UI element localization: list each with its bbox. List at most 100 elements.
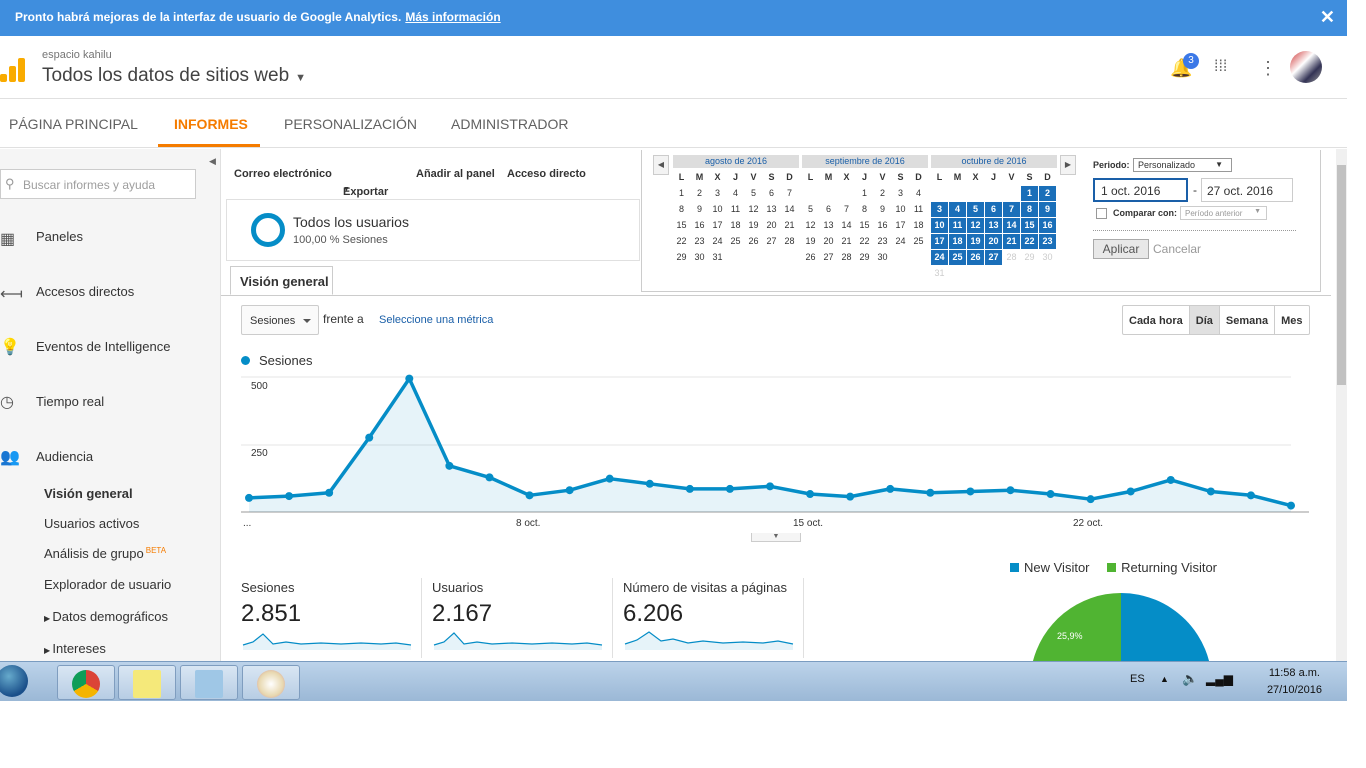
metric-select[interactable]: Sesiones (241, 305, 319, 335)
taskbar-paint[interactable] (242, 665, 300, 700)
calendar-day[interactable]: 24 (931, 250, 948, 265)
calendar-day[interactable]: 13 (766, 204, 777, 214)
email-button[interactable]: Correo electrónico (234, 168, 332, 180)
calendar-day[interactable]: 19 (805, 236, 816, 246)
data-point[interactable] (485, 473, 494, 482)
calendar-day[interactable]: 26 (748, 236, 759, 246)
data-point[interactable] (645, 479, 654, 488)
sidebar-sub-demographics[interactable]: ▶ Datos demográficos (44, 609, 168, 624)
calendar-day[interactable]: 14 (841, 220, 852, 230)
data-point[interactable] (285, 492, 294, 501)
sidebar-item-dashboards[interactable]: Paneles (36, 229, 83, 244)
calendar-day[interactable]: 24 (712, 236, 723, 246)
data-point[interactable] (1086, 495, 1095, 504)
shortcut-button[interactable]: Acceso directo (507, 168, 586, 180)
close-icon[interactable]: ✕ (1319, 7, 1335, 27)
calendar-day[interactable]: 8 (678, 204, 684, 214)
data-point[interactable] (886, 484, 895, 493)
clock-date[interactable]: 27/10/2016 (1266, 684, 1322, 696)
start-date-input[interactable]: 1 oct. 2016 (1093, 178, 1188, 202)
tab-reports[interactable]: INFORMES (174, 116, 248, 132)
calendar-day[interactable]: 6 (768, 188, 774, 198)
calendar-day[interactable]: 2 (879, 188, 885, 198)
calendar-day[interactable]: 21 (841, 236, 852, 246)
calendar-day[interactable]: 12 (748, 204, 759, 214)
more-vert-icon[interactable]: ⋮ (1259, 58, 1277, 78)
calendar-day[interactable]: 25 (913, 236, 924, 246)
calendar-day[interactable]: 28 (784, 236, 795, 246)
calendar-day[interactable]: 27 (766, 236, 777, 246)
taskbar-notepad[interactable] (180, 665, 238, 700)
granularity-month[interactable]: Mes (1281, 315, 1303, 327)
calendar-day[interactable]: 26 (805, 252, 816, 262)
calendar-day[interactable]: 5 (807, 204, 813, 214)
tab-customization[interactable]: PERSONALIZACIÓN (284, 116, 418, 132)
tray-expand-icon[interactable]: ▲ (1160, 674, 1169, 684)
calendar-day[interactable]: 2 (1039, 186, 1056, 201)
start-button[interactable] (0, 665, 28, 697)
data-point[interactable] (1206, 487, 1215, 496)
calendar-day[interactable]: 15 (676, 220, 687, 230)
calendar-day[interactable]: 31 (934, 268, 945, 278)
calendar-day[interactable]: 27 (823, 252, 834, 262)
data-point[interactable] (565, 486, 574, 495)
sidebar-sub-interests[interactable]: ▶ Intereses (44, 641, 106, 656)
calendar-day[interactable]: 20 (823, 236, 834, 246)
calendar-day[interactable]: 30 (694, 252, 705, 262)
granularity-hourly[interactable]: Cada hora (1123, 306, 1190, 334)
data-point[interactable] (766, 482, 774, 491)
calendar-day[interactable]: 8 (861, 204, 867, 214)
taskbar-chrome[interactable] (57, 665, 115, 700)
sidebar-sub-overview[interactable]: Visión general (44, 486, 133, 501)
calendar-day[interactable]: 6 (985, 202, 1002, 217)
calendar-day[interactable]: 7 (843, 204, 849, 214)
calendar-day[interactable]: 16 (694, 220, 705, 230)
calendar-day[interactable]: 16 (1039, 218, 1056, 233)
calendar-next-icon[interactable]: ▶ (1060, 155, 1076, 175)
compare-select[interactable]: Período anterior (1180, 206, 1267, 220)
calendar-day[interactable]: 31 (712, 252, 723, 262)
calendar-day[interactable]: 3 (931, 202, 948, 217)
calendar-day[interactable]: 29 (676, 252, 687, 262)
calendar-day[interactable]: 28 (1006, 252, 1017, 262)
period-select[interactable]: Personalizado (1133, 158, 1232, 172)
data-point[interactable] (1126, 487, 1135, 496)
calendar-day[interactable]: 16 (877, 220, 888, 230)
calendar-day[interactable]: 22 (1021, 234, 1038, 249)
data-point[interactable] (926, 488, 935, 497)
calendar-day[interactable]: 24 (895, 236, 906, 246)
calendar-day[interactable]: 1 (861, 188, 867, 198)
calendar-day[interactable]: 12 (805, 220, 816, 230)
calendar-day[interactable]: 9 (879, 204, 885, 214)
calendar-day[interactable]: 15 (859, 220, 870, 230)
sidebar-item-realtime[interactable]: Tiempo real (36, 394, 105, 409)
calendar-day[interactable]: 17 (931, 234, 948, 249)
calendar-day[interactable]: 7 (786, 188, 792, 198)
data-point[interactable] (1287, 501, 1295, 510)
end-date-input[interactable]: 27 oct. 2016 (1201, 178, 1293, 202)
data-point[interactable] (1006, 486, 1015, 495)
data-point[interactable] (245, 493, 253, 502)
data-point[interactable] (365, 433, 374, 442)
calendar-day[interactable]: 14 (784, 204, 795, 214)
volume-icon[interactable]: 🔈 (1182, 671, 1199, 686)
data-point[interactable] (325, 488, 334, 497)
calendar-day[interactable]: 1 (1021, 186, 1038, 201)
data-point[interactable] (445, 461, 454, 470)
calendar-day[interactable]: 19 (967, 234, 984, 249)
calendar-day[interactable]: 23 (877, 236, 888, 246)
calendar-prev-icon[interactable]: ◀ (653, 155, 669, 175)
granularity-day[interactable]: Día (1189, 306, 1220, 334)
data-point[interactable] (806, 490, 815, 499)
language-indicator[interactable]: ES (1130, 673, 1145, 685)
taskbar-sticky-notes[interactable] (118, 665, 176, 700)
tab-admin[interactable]: ADMINISTRADOR (451, 116, 569, 132)
calendar-day[interactable]: 17 (895, 220, 906, 230)
apply-button[interactable]: Aplicar (1093, 239, 1149, 259)
data-point[interactable] (725, 484, 734, 493)
analytics-logo-icon[interactable] (0, 58, 26, 82)
add-to-dashboard-button[interactable]: Añadir al panel (416, 168, 495, 180)
data-point[interactable] (1046, 490, 1055, 499)
data-point[interactable] (605, 474, 614, 483)
calendar-day[interactable]: 5 (750, 188, 756, 198)
